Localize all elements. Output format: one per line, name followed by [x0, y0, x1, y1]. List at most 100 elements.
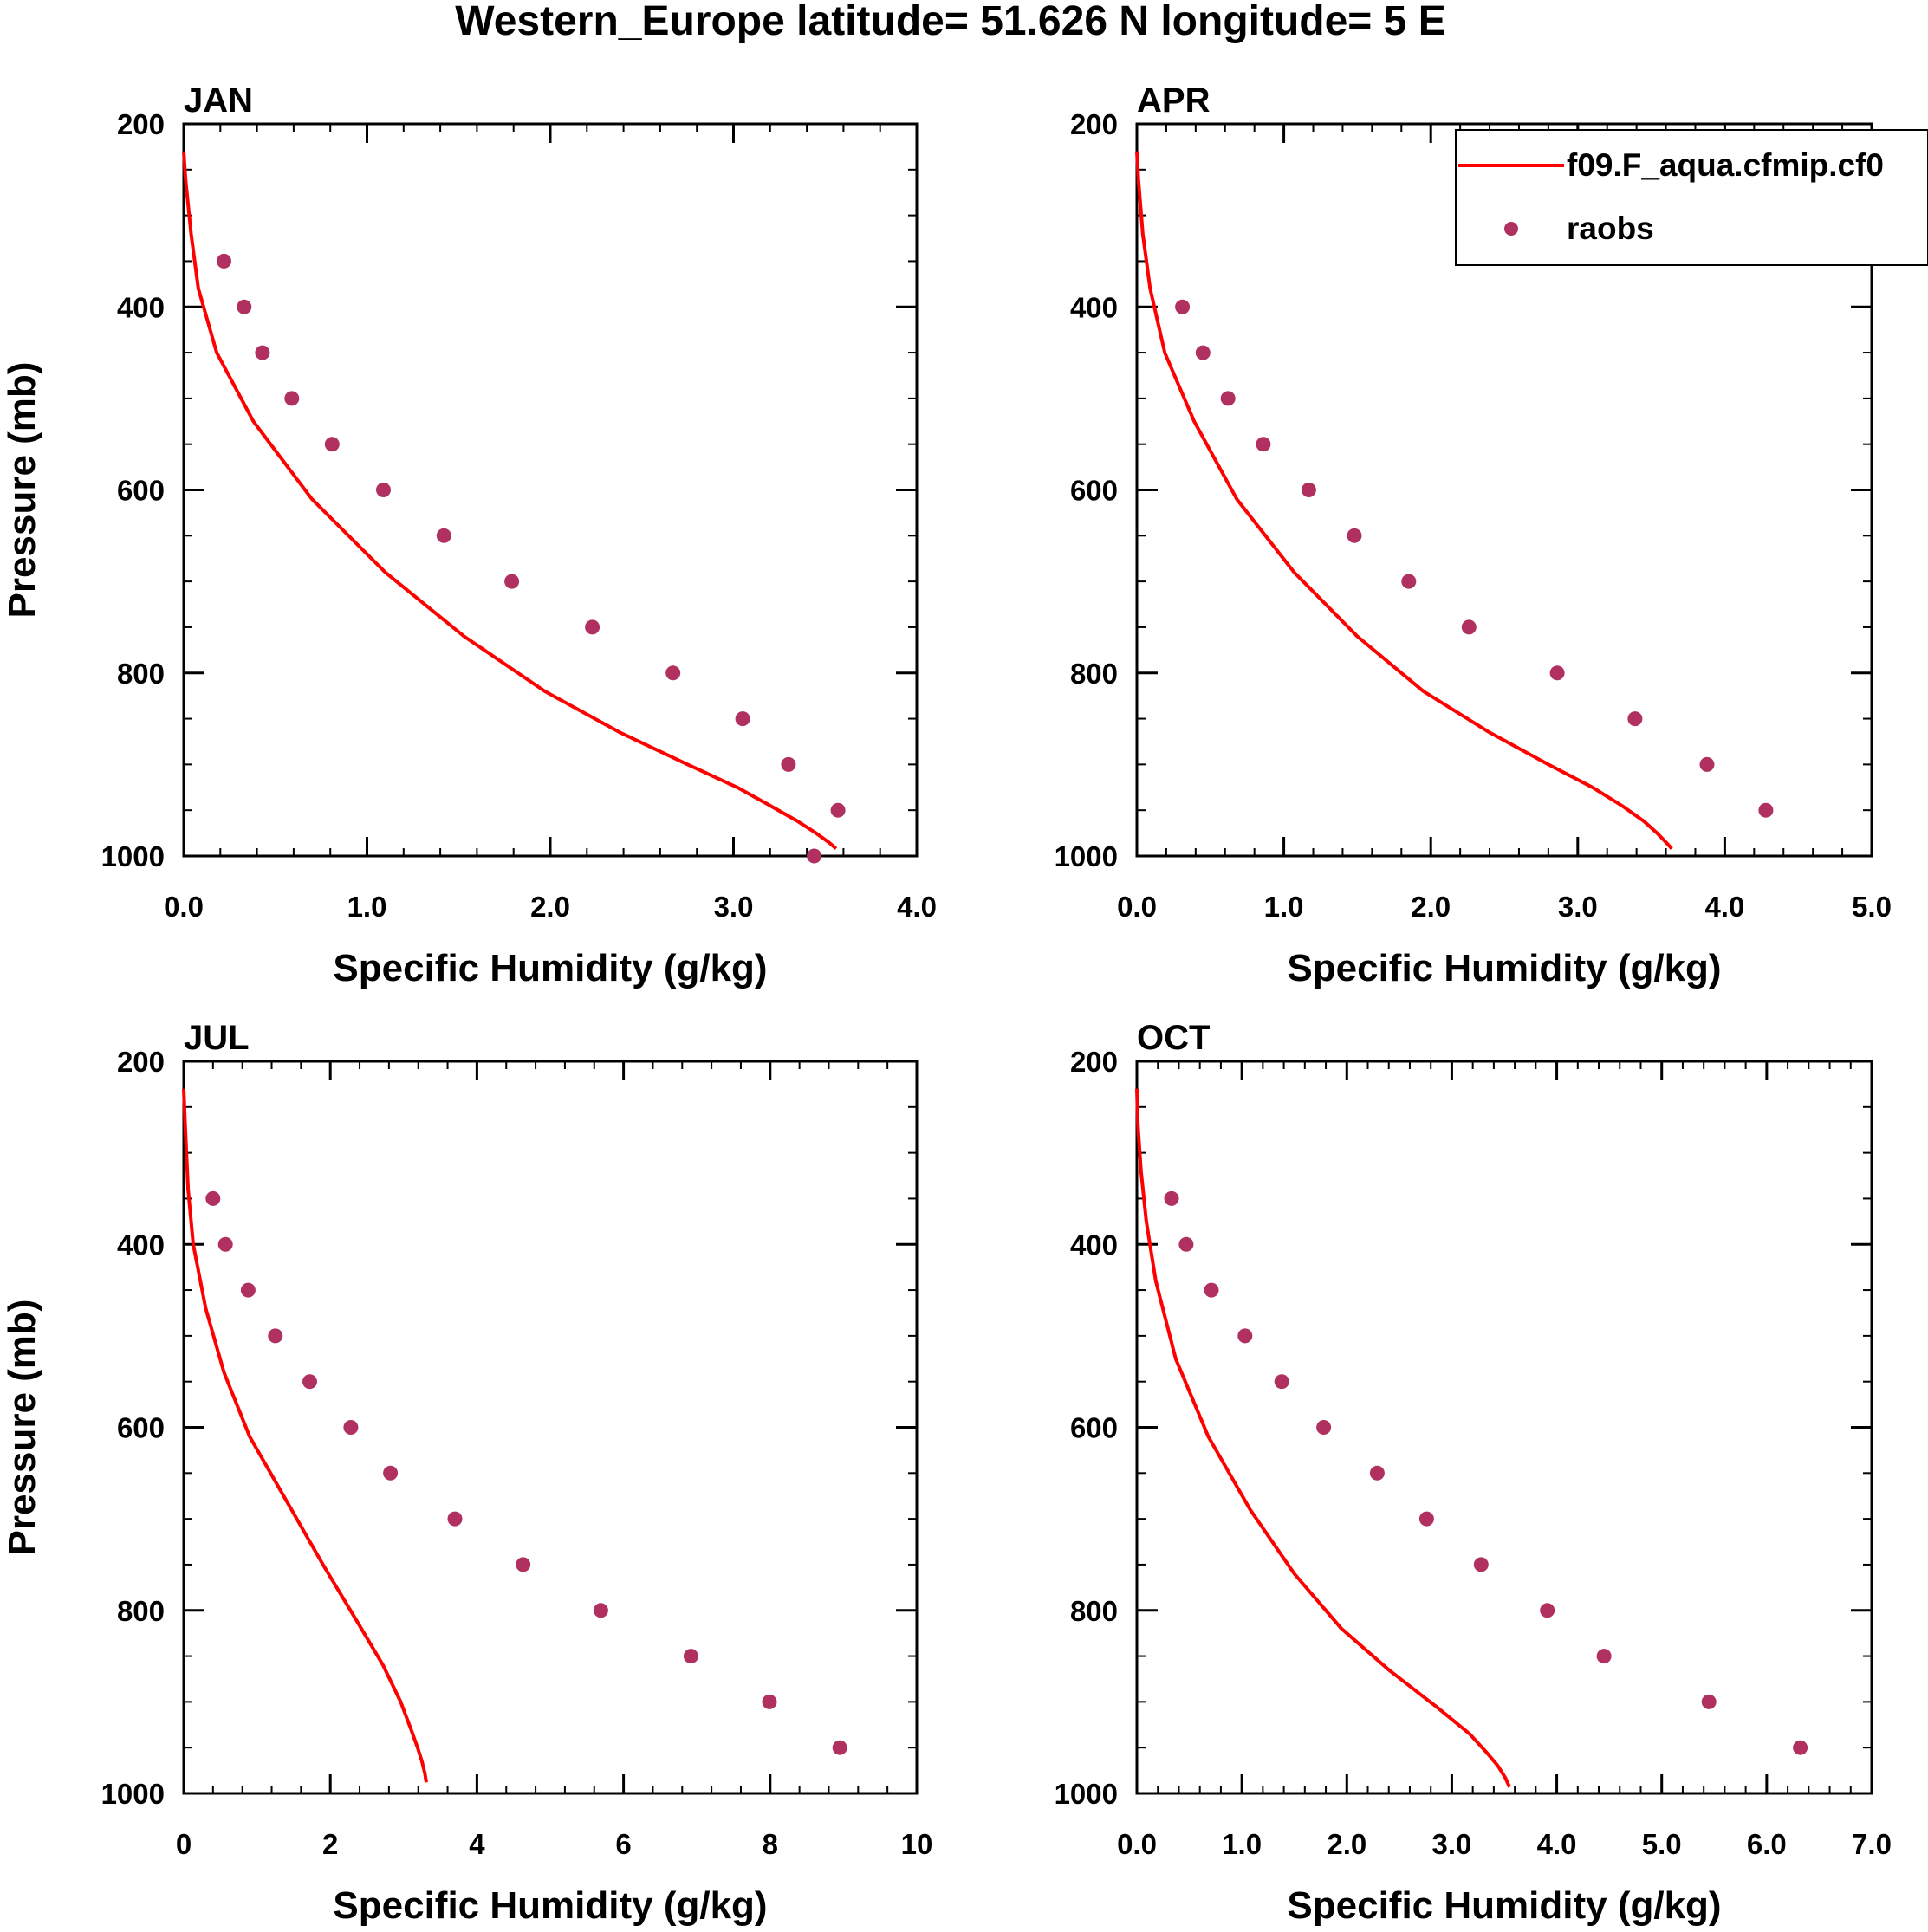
raobs-point: [683, 1649, 698, 1664]
raobs-point: [1204, 1282, 1219, 1298]
x-axis-label: Specific Humidity (g/kg): [1287, 947, 1721, 989]
y-tick-label: 400: [1070, 291, 1118, 323]
raobs-point: [1540, 1603, 1555, 1618]
model-profile-line: [1135, 1088, 1511, 1788]
x-tick-label: 4.0: [1537, 1828, 1577, 1860]
panel-jul: JUL 0 2 4 6 8 10 200 400 600 800 1000 Specific Humid…: [1, 1019, 932, 1927]
x-tick-label: 0.0: [1117, 891, 1157, 923]
y-tick-label: 400: [117, 1229, 165, 1261]
raobs-point: [343, 1420, 359, 1435]
y-tick-label: 400: [117, 291, 165, 323]
raobs-point: [205, 1190, 221, 1206]
y-tick-label: 400: [1070, 1229, 1118, 1261]
legend: f09.F_aqua.cfmip.cf0 raobs: [1455, 129, 1928, 266]
x-tick-label: 2.0: [530, 891, 570, 923]
panel-oct: OCT 0.0 1.0 2.0 3.0 4.0 5.0 6.0 7.0 200 400 600 800 1…: [1055, 1019, 1892, 1927]
raobs-point: [516, 1557, 531, 1572]
panel-label: JAN: [184, 81, 253, 120]
raobs-point: [832, 1740, 847, 1755]
y-tick-label: 200: [117, 108, 165, 140]
x-tick-label: 6: [615, 1828, 631, 1860]
raobs-point: [1461, 619, 1477, 635]
raobs-point: [1793, 1740, 1808, 1755]
raobs-point: [585, 619, 600, 635]
model-profile-line: [182, 151, 838, 851]
raobs-point: [1627, 711, 1643, 727]
raobs-point: [1596, 1649, 1612, 1664]
legend-box: [1455, 129, 1928, 266]
raobs-point: [1418, 1511, 1434, 1527]
y-tick-label: 800: [1070, 1595, 1118, 1627]
y-tick-label: 800: [117, 658, 165, 690]
legend-label-model: f09.F_aqua.cfmip.cf0: [1567, 147, 1884, 183]
panel-apr: APR 0.0 1.0 2.0 3.0 4.0 5.0 200 400 600 800 1000 Spe…: [1055, 81, 1892, 989]
x-tick-label: 3.0: [1431, 1828, 1471, 1860]
raobs-point: [1758, 802, 1774, 818]
x-axis-label: Specific Humidity (g/kg): [1287, 1884, 1721, 1927]
raobs-point: [1549, 665, 1565, 681]
raobs-point: [1164, 1190, 1179, 1206]
raobs-point: [447, 1511, 463, 1527]
raobs-point: [1701, 1694, 1717, 1709]
raobs-point: [1220, 391, 1236, 406]
raobs-point: [1347, 528, 1362, 543]
x-tick-label: 1.0: [1264, 891, 1304, 923]
y-tick-label: 200: [117, 1046, 165, 1078]
x-tick-label: 0.0: [164, 891, 204, 923]
raobs-point: [324, 437, 340, 452]
raobs-point: [302, 1374, 317, 1390]
legend-marker-swatch: [1504, 222, 1518, 236]
raobs-point: [1369, 1465, 1385, 1481]
x-tick-label: 4: [469, 1828, 485, 1860]
raobs-point: [1699, 756, 1715, 772]
legend-label-obs: raobs: [1567, 211, 1654, 246]
raobs-point: [255, 345, 270, 360]
y-tick-label: 1000: [101, 1778, 165, 1810]
raobs-point: [830, 802, 846, 818]
y-tick-label: 1000: [1055, 840, 1118, 872]
y-tick-label: 1000: [101, 840, 165, 872]
model-profile-line: [182, 1088, 428, 1783]
y-tick-label: 600: [117, 475, 165, 507]
x-tick-label: 5.0: [1852, 891, 1892, 923]
raobs-point: [240, 1282, 256, 1298]
raobs-point: [217, 1236, 233, 1252]
raobs-point: [1237, 1328, 1253, 1344]
x-tick-label: 3.0: [1558, 891, 1598, 923]
x-tick-label: 6.0: [1747, 1828, 1787, 1860]
x-tick-label: 4.0: [897, 891, 937, 923]
raobs-point: [504, 574, 520, 589]
x-tick-label: 2: [322, 1828, 338, 1860]
x-tick-label: 2.0: [1327, 1828, 1366, 1860]
x-tick-label: 8: [763, 1828, 778, 1860]
raobs-point: [1175, 299, 1191, 314]
plot-frame: [182, 1060, 919, 1795]
y-tick-label: 200: [1070, 108, 1118, 140]
x-tick-label: 2.0: [1411, 891, 1451, 923]
raobs-point: [383, 1465, 399, 1481]
y-axis-label: Pressure (mb): [1, 362, 43, 619]
raobs-point: [735, 711, 750, 727]
plot-frame: [182, 122, 919, 858]
x-tick-label: 0.0: [1117, 1828, 1157, 1860]
raobs-point: [781, 756, 796, 772]
x-tick-label: 1.0: [1222, 1828, 1262, 1860]
x-tick-label: 0: [176, 1828, 192, 1860]
raobs-point: [1178, 1236, 1194, 1252]
y-axis-label: Pressure (mb): [1, 1300, 43, 1556]
raobs-point: [268, 1328, 283, 1344]
model-profile-line: [1135, 151, 1673, 850]
raobs-point: [1316, 1420, 1332, 1435]
y-tick-label: 600: [117, 1412, 165, 1444]
raobs-point: [237, 299, 252, 314]
y-tick-label: 1000: [1055, 1778, 1118, 1810]
y-tick-label: 600: [1070, 475, 1118, 507]
raobs-point: [1301, 483, 1316, 497]
figure-title: Western_Europe latitude= 51.626 N longit…: [455, 0, 1445, 44]
raobs-point: [376, 483, 391, 497]
y-tick-label: 600: [1070, 1412, 1118, 1444]
x-tick-label: 7.0: [1852, 1828, 1892, 1860]
raobs-point: [284, 391, 300, 406]
raobs-point: [1274, 1374, 1289, 1390]
